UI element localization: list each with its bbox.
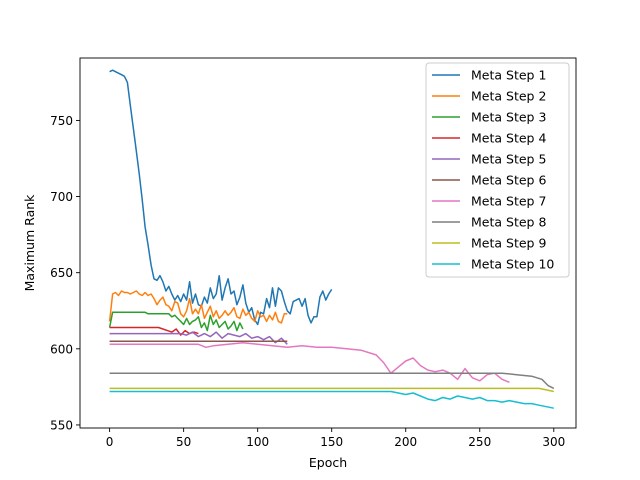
x-tick-label: 150	[320, 435, 343, 449]
series-line-2	[108, 290, 288, 324]
y-tick-label: 600	[50, 342, 73, 356]
y-tick-label: 750	[50, 114, 73, 128]
x-axis: 0 50 100 150 200 250 300	[106, 428, 565, 449]
series-line-3	[108, 311, 244, 332]
y-axis-label: Maximum Rank	[22, 194, 37, 292]
y-tick-label: 550	[50, 418, 73, 432]
series-line-9	[109, 387, 554, 393]
series-line-8	[109, 372, 555, 390]
y-tick-label: 650	[50, 266, 73, 280]
legend-label-1: Meta Step 1	[471, 68, 546, 83]
series-line-1	[109, 69, 333, 326]
plot-lines	[108, 69, 555, 409]
plot-frame	[79, 57, 577, 429]
x-tick-label: 50	[176, 435, 191, 449]
y-axis: 550 600 650 700 750	[50, 114, 80, 432]
legend-label-9: Meta Step 9	[471, 236, 546, 251]
x-tick-label: 0	[106, 435, 114, 449]
legend-label-2: Meta Step 2	[471, 89, 546, 104]
legend-label-5: Meta Step 5	[471, 152, 546, 167]
series-line-5	[109, 331, 288, 345]
legend: Meta Step 1 Meta Step 2 Meta Step 3 Meta St…	[425, 62, 570, 278]
series-line-4	[109, 326, 199, 336]
x-axis-label: Epoch	[309, 455, 347, 470]
legend-label-7: Meta Step 7	[471, 194, 546, 209]
legend-label-10: Meta Step 10	[471, 257, 554, 272]
series-line-10	[109, 390, 554, 409]
y-tick-label: 700	[50, 190, 73, 204]
legend-box	[425, 62, 570, 278]
x-tick-label: 300	[542, 435, 565, 449]
x-tick-label: 250	[468, 435, 491, 449]
legend-label-4: Meta Step 4	[471, 131, 546, 146]
legend-label-8: Meta Step 8	[471, 215, 546, 230]
x-tick-label: 100	[246, 435, 269, 449]
legend-label-6: Meta Step 6	[471, 173, 546, 188]
series-line-7	[109, 341, 510, 383]
x-tick-label: 200	[394, 435, 417, 449]
legend-label-3: Meta Step 3	[471, 110, 546, 125]
